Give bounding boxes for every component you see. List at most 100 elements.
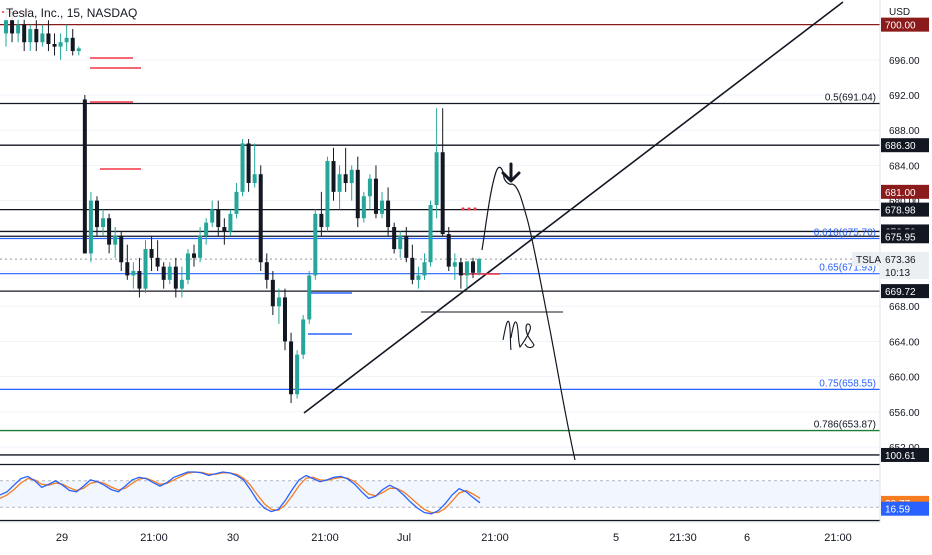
candle-body — [282, 297, 287, 342]
candle-body — [276, 297, 281, 307]
candle-body — [319, 213, 324, 228]
price-tick: 668.00 — [889, 302, 920, 313]
candle-body — [88, 200, 93, 254]
candle-body — [343, 174, 348, 184]
stochastic-badge — [881, 501, 929, 516]
candle-body — [125, 262, 130, 276]
trendline[interactable] — [303, 1, 844, 414]
price-badge — [881, 252, 929, 267]
candles[interactable] — [4, 7, 482, 404]
candle-body — [179, 279, 184, 289]
price-badges: 700.00686.30681.00678.98676.50675.95TSLA… — [852, 17, 929, 516]
price-badge-label: 100.61 — [885, 451, 916, 462]
candle-body — [155, 257, 160, 267]
candle-body — [367, 178, 372, 197]
candle-body — [52, 44, 57, 47]
time-tick: 21:00 — [140, 532, 168, 544]
candle-body — [76, 48, 81, 52]
candle-body — [10, 20, 15, 34]
price-badge-label: TSLA — [856, 255, 881, 266]
price-badge — [881, 17, 929, 32]
candle-body — [331, 161, 336, 192]
price-badge — [881, 184, 929, 199]
price-tick: 696.00 — [889, 56, 920, 67]
stochastic-pane[interactable] — [0, 463, 880, 522]
candle-body — [107, 218, 112, 245]
price-tick: 692.00 — [889, 91, 920, 102]
price-badge — [881, 202, 929, 217]
candle-body — [398, 235, 403, 250]
candle-body — [349, 169, 354, 184]
time-tick: 21:00 — [311, 532, 339, 544]
candle-body — [392, 227, 397, 250]
candle-body — [252, 174, 257, 184]
candle-body — [325, 161, 330, 228]
candle-body — [240, 143, 245, 192]
candle-body — [228, 213, 233, 232]
stochastic-background — [0, 464, 880, 520]
candle-body — [416, 275, 421, 280]
price-tick: 660.00 — [889, 373, 920, 384]
time-tick: 21:00 — [481, 532, 509, 544]
fib-label: 0.65(671.93) — [819, 263, 876, 274]
candle-body — [313, 213, 318, 276]
candle-body — [404, 235, 409, 258]
time-tick: 30 — [227, 532, 239, 544]
price-badge-label: 10:13 — [885, 268, 910, 279]
candle-body — [185, 253, 190, 280]
candle-body — [440, 152, 445, 235]
symbol-title[interactable]: Tesla, Inc., 15, NASDAQ — [4, 6, 140, 20]
candle-body — [40, 33, 45, 43]
price-tick: 688.00 — [889, 126, 920, 137]
candle-body — [380, 200, 385, 214]
candle-body — [4, 20, 8, 34]
candle-body — [94, 200, 99, 228]
candle-body — [28, 29, 33, 43]
grid — [0, 59, 880, 448]
candle-body — [361, 196, 366, 219]
red-dots — [461, 207, 477, 211]
price-tick: 664.00 — [889, 337, 920, 348]
fib-label: 0.786(653.87) — [814, 420, 876, 431]
time-tick: 29 — [56, 532, 68, 544]
price-badge-label: 673.36 — [885, 255, 916, 266]
price-tick: 656.00 — [889, 408, 920, 419]
candle-body — [446, 234, 451, 267]
candle-body — [204, 222, 209, 236]
price-badge — [881, 284, 929, 299]
fib-label: 0.618(675.70) — [814, 227, 876, 238]
candle-body — [264, 262, 269, 280]
candle-body — [471, 261, 476, 273]
price-badge-label: 700.00 — [885, 21, 916, 32]
candle-body — [173, 266, 178, 289]
price-tick: 684.00 — [889, 161, 920, 172]
candle-body — [222, 227, 227, 232]
currency-label: USD — [889, 7, 910, 18]
price-badge-label: 686.30 — [885, 141, 916, 152]
candle-body — [34, 29, 39, 43]
time-tick: 21:30 — [669, 532, 697, 544]
arrow-down-icon — [501, 162, 521, 183]
candle-body — [16, 24, 21, 34]
candle-body — [289, 341, 294, 395]
stochastic-k-line — [0, 471, 481, 515]
candle-body — [428, 205, 433, 263]
candle-body — [70, 37, 75, 52]
price-badge-label: 678.98 — [885, 206, 916, 217]
candle-body — [82, 99, 87, 254]
time-tick: 5 — [613, 532, 619, 544]
candle-body — [46, 33, 51, 44]
price-badge — [852, 252, 881, 267]
candle-body — [216, 209, 221, 228]
candle-body — [386, 200, 391, 228]
candle-body — [452, 262, 457, 267]
candle-body — [234, 191, 239, 214]
candle-body — [161, 266, 166, 280]
candle-body — [22, 24, 27, 43]
candle-body — [113, 235, 118, 245]
candle-body — [410, 257, 415, 280]
price-badge — [881, 229, 929, 244]
candle-body — [422, 262, 427, 276]
blue-marks — [308, 292, 352, 335]
